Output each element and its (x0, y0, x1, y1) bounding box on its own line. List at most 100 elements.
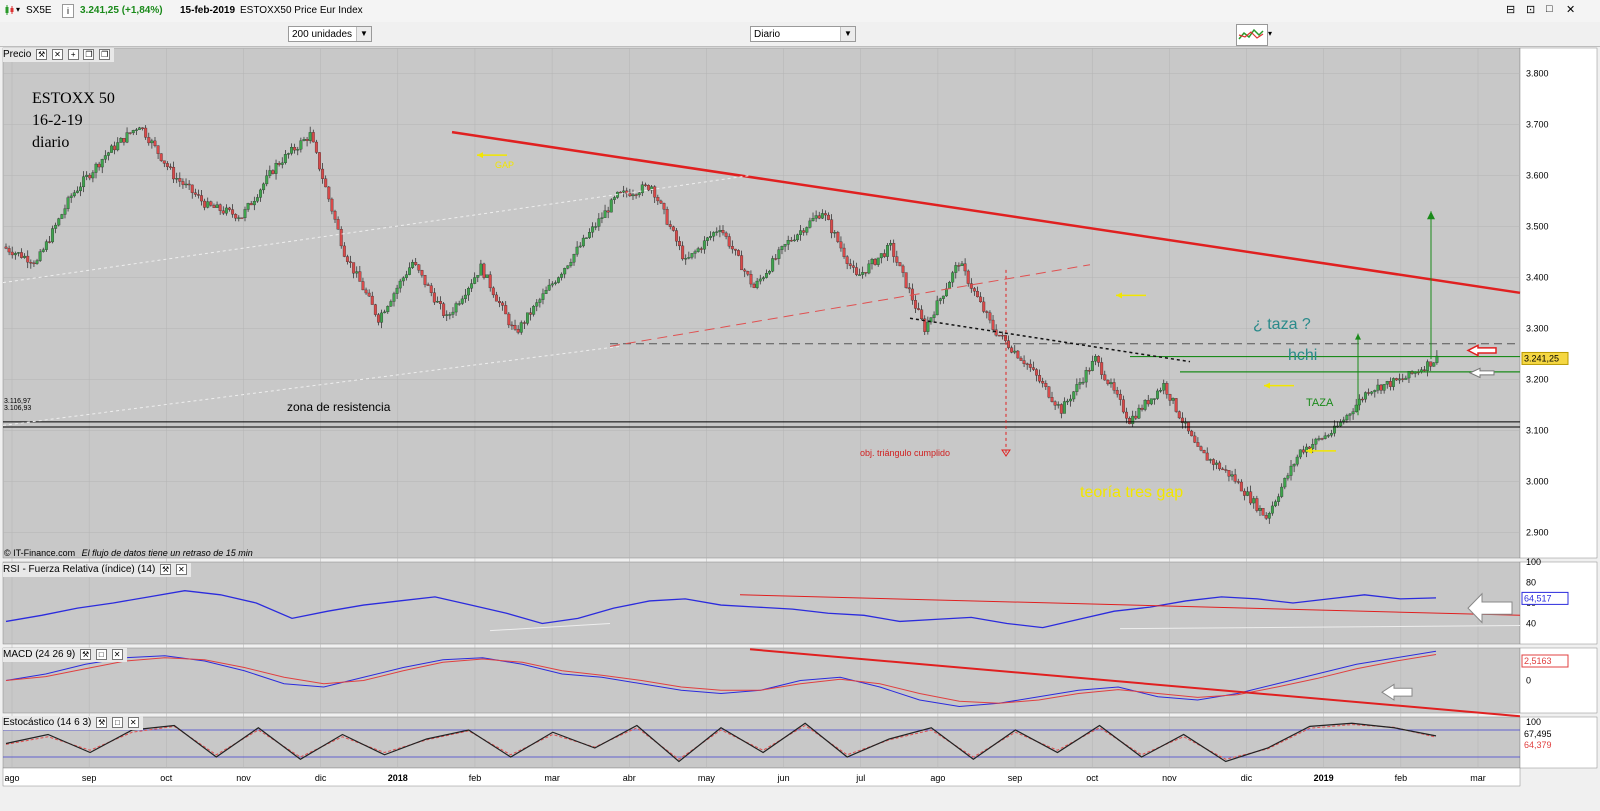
candle-body (758, 278, 762, 282)
candle-body (1398, 378, 1402, 381)
candle-body (240, 217, 244, 219)
close-panel-icon[interactable]: ✕ (51, 48, 63, 60)
candle-body (252, 201, 256, 206)
close-panel-icon[interactable]: ✕ (175, 563, 187, 575)
candle-body (721, 230, 725, 234)
candle-body (44, 241, 48, 250)
candle-body (696, 248, 700, 252)
white-arrow-icon (1468, 367, 1495, 379)
candle-body (1432, 362, 1436, 367)
candle-body (547, 284, 551, 291)
candle-body (796, 234, 799, 241)
candle-body (361, 281, 365, 291)
wrench-icon[interactable]: ⚒ (36, 48, 48, 60)
candle-body (674, 230, 678, 242)
candle-body (57, 218, 61, 226)
candle-body (380, 312, 384, 323)
wrench-icon[interactable]: ⚒ (96, 716, 108, 728)
x-tick-label: mar (544, 773, 560, 783)
candle-body (128, 132, 132, 134)
candle-body (712, 232, 716, 237)
duplicate-icon[interactable]: ❐ (99, 48, 111, 60)
candle-body (190, 184, 194, 193)
copy-icon[interactable]: ❐ (83, 48, 95, 60)
candle-body (54, 224, 58, 229)
candle-body (659, 200, 663, 204)
note-title-line1: ESTOXX 50 (32, 90, 115, 107)
candle-body (746, 271, 750, 275)
chart-title-note: ESTOXX 50 16-2-19 diario (32, 88, 115, 154)
candle-body (526, 312, 529, 324)
chart-type-dropdown-icon[interactable]: ▾ (1268, 29, 1273, 38)
candle-body (1190, 430, 1194, 437)
candle-body (792, 239, 796, 242)
close-icon[interactable]: ✕ (1566, 4, 1576, 16)
candle-body (1215, 462, 1218, 465)
candle-body (460, 298, 464, 304)
candle-body (963, 263, 967, 272)
restore-icon[interactable]: ⊡ (1526, 4, 1536, 16)
rsi-tick-label: 40 (1526, 619, 1536, 629)
candle-body (373, 304, 377, 315)
candle-body (631, 194, 635, 197)
candle-body (327, 186, 331, 200)
candle-body (802, 230, 806, 233)
info-icon[interactable]: i (62, 4, 74, 18)
wrench-icon[interactable]: ⚒ (160, 563, 172, 575)
candle-body (1364, 392, 1367, 400)
candle-body (134, 129, 138, 131)
candle-body (1025, 363, 1029, 365)
candle-body (48, 241, 51, 243)
candle-body (842, 247, 846, 257)
wrench-icon[interactable]: ⚒ (80, 648, 92, 660)
toolbar: 200 unidades ▼ Diario ▼ ▾ (0, 22, 1600, 47)
close-panel-icon[interactable]: ✕ (127, 716, 139, 728)
candle-body (435, 301, 439, 303)
x-tick-label: oct (160, 773, 173, 783)
minimize-icon[interactable]: ⊟ (1506, 4, 1516, 16)
candle-body (131, 130, 135, 134)
candle-body (420, 270, 424, 276)
candle-body (808, 220, 812, 228)
candle-body (584, 237, 588, 239)
candle-body (1391, 378, 1395, 387)
x-tick-label: nov (236, 773, 251, 783)
candlestick-icon[interactable] (4, 4, 14, 15)
candle-body (743, 269, 747, 272)
candle-body (212, 205, 216, 208)
candle-body (662, 202, 666, 210)
candle-body (1292, 464, 1296, 467)
candle-body (718, 230, 722, 232)
units-select-value: 200 unidades (292, 29, 353, 40)
add-panel-icon[interactable]: + (67, 48, 79, 60)
candle-body (1050, 397, 1054, 402)
period-select-value: Diario (754, 29, 781, 40)
chart-type-button[interactable] (1236, 24, 1268, 46)
candle-body (311, 132, 315, 143)
units-select[interactable]: 200 unidades ▼ (288, 26, 372, 42)
candle-body (935, 300, 939, 316)
candle-body (1236, 481, 1240, 483)
candle-body (339, 229, 343, 247)
candle-body (159, 153, 163, 161)
candle-body (606, 210, 610, 213)
candle-body (321, 168, 325, 179)
candle-body (13, 253, 17, 256)
candle-body (609, 199, 613, 213)
dropdown-arrow-icon[interactable]: ▾ (16, 5, 21, 14)
maximize-panel-icon[interactable]: □ (95, 648, 107, 660)
maximize-panel-icon[interactable]: □ (111, 716, 123, 728)
candle-body (79, 186, 82, 192)
candle-body (1149, 398, 1153, 405)
candle-body (63, 208, 67, 215)
candle-body (290, 147, 294, 154)
maximize-icon[interactable]: □ (1546, 3, 1553, 15)
candle-body (268, 170, 272, 176)
candle-body (333, 210, 337, 220)
candle-body (1038, 375, 1042, 382)
close-panel-icon[interactable]: ✕ (111, 648, 123, 660)
symbol-label[interactable]: SX5E (26, 5, 52, 16)
period-select[interactable]: Diario ▼ (750, 26, 856, 42)
candle-body (979, 296, 983, 303)
candle-body (401, 277, 405, 282)
